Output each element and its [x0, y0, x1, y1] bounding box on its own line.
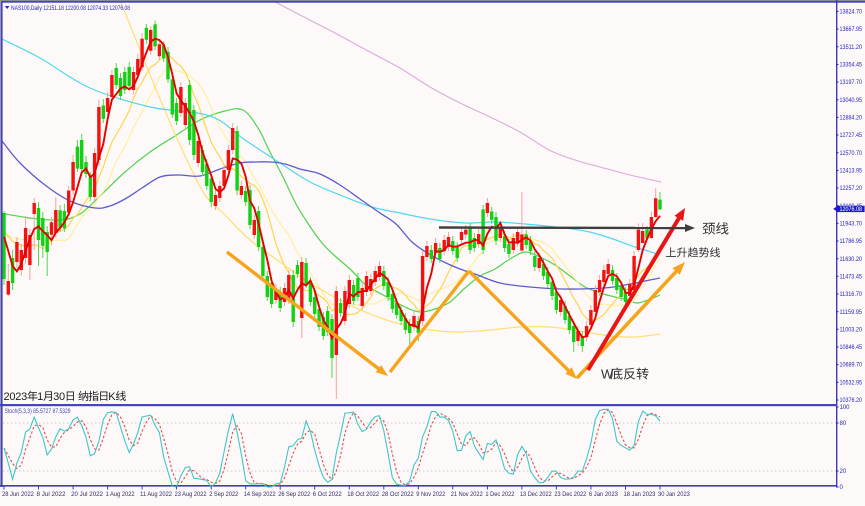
svg-text:13824.70: 13824.70 [840, 10, 863, 16]
svg-text:28 Oct 2022: 28 Oct 2022 [382, 492, 415, 498]
svg-text:9 Nov 2022: 9 Nov 2022 [416, 492, 446, 498]
svg-text:1: 1 [37, 391, 43, 403]
svg-text:12727.45: 12727.45 [840, 133, 863, 139]
svg-text:100: 100 [840, 405, 851, 411]
svg-text:13040.95: 13040.95 [840, 98, 863, 104]
svg-text:3: 3 [21, 391, 27, 403]
svg-text:8 Jul 2022: 8 Jul 2022 [37, 492, 67, 498]
svg-text:NAS100,Daily 12151.18 12200.0: NAS100,Daily 12151.18 12200.08 12074.33 … [11, 6, 131, 12]
svg-text:6 Oct 2022: 6 Oct 2022 [313, 492, 343, 498]
svg-text:23 Dec 2022: 23 Dec 2022 [554, 492, 587, 498]
svg-text:10532.95: 10532.95 [840, 380, 863, 386]
svg-text:10376.20: 10376.20 [840, 398, 863, 404]
svg-text:20: 20 [840, 469, 847, 475]
svg-text:0: 0 [59, 391, 65, 403]
svg-text:30 Jan 2023: 30 Jan 2023 [658, 492, 691, 498]
svg-text:13354.45: 13354.45 [840, 63, 863, 69]
svg-text:18 Jan 2023: 18 Jan 2023 [624, 492, 657, 498]
svg-text:11316.70: 11316.70 [840, 292, 863, 298]
svg-text:11630.20: 11630.20 [840, 257, 863, 263]
svg-text:1 Dec 2022: 1 Dec 2022 [485, 492, 515, 498]
svg-text:11159.95: 11159.95 [840, 310, 863, 316]
svg-text:11473.45: 11473.45 [840, 274, 863, 280]
svg-text:0: 0 [840, 485, 844, 491]
svg-text:26 Sep 2022: 26 Sep 2022 [278, 492, 311, 498]
svg-text:12884.20: 12884.20 [840, 116, 863, 122]
svg-text:28 Jun 2022: 28 Jun 2022 [2, 492, 35, 498]
svg-text:11 Aug 2022: 11 Aug 2022 [140, 492, 173, 498]
svg-text:13197.70: 13197.70 [840, 80, 863, 86]
svg-text:12413.95: 12413.95 [840, 169, 863, 175]
svg-text:2 Sep 2022: 2 Sep 2022 [209, 492, 239, 498]
svg-text:10846.45: 10846.45 [840, 345, 863, 351]
svg-text:11943.70: 11943.70 [840, 221, 863, 227]
svg-text:13 Dec 2022: 13 Dec 2022 [520, 492, 553, 498]
svg-text:6 Jan 2023: 6 Jan 2023 [589, 492, 619, 498]
svg-text:3: 3 [53, 391, 59, 403]
svg-text:21 Nov 2022: 21 Nov 2022 [451, 492, 484, 498]
svg-text:W: W [601, 367, 614, 382]
svg-text:2: 2 [4, 391, 10, 403]
svg-text:80: 80 [840, 421, 847, 427]
svg-text:Stoch(5,3,3) 85.5727 87.5329: Stoch(5,3,3) 85.5727 87.5329 [5, 409, 72, 415]
svg-text:12076.08: 12076.08 [840, 207, 863, 213]
svg-text:0: 0 [9, 391, 15, 403]
svg-text:10689.70: 10689.70 [840, 363, 863, 369]
svg-text:1 Aug 2022: 1 Aug 2022 [106, 492, 136, 498]
svg-text:23 Aug 2022: 23 Aug 2022 [175, 492, 208, 498]
svg-text:K: K [108, 391, 116, 403]
svg-text:12570.70: 12570.70 [840, 151, 863, 157]
svg-text:2: 2 [15, 391, 21, 403]
svg-text:13667.95: 13667.95 [840, 27, 863, 33]
svg-text:20 Jul 2022: 20 Jul 2022 [71, 492, 104, 498]
svg-text:13511.20: 13511.20 [840, 45, 863, 51]
svg-text:11786.95: 11786.95 [840, 239, 863, 245]
svg-text:11003.20: 11003.20 [840, 327, 863, 333]
svg-text:18 Oct 2022: 18 Oct 2022 [347, 492, 380, 498]
svg-text:12257.20: 12257.20 [840, 186, 863, 192]
svg-text:14 Sep 2022: 14 Sep 2022 [244, 492, 277, 498]
